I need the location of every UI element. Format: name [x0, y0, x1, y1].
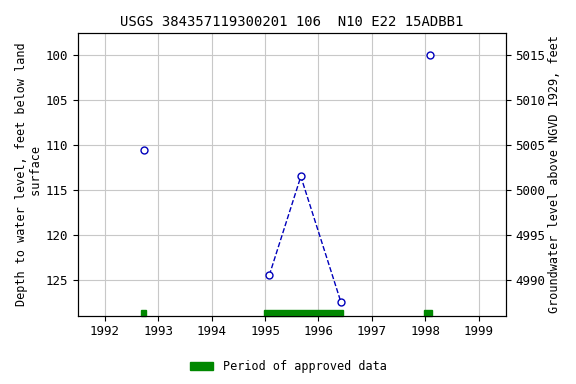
- Y-axis label: Depth to water level, feet below land
 surface: Depth to water level, feet below land su…: [15, 43, 43, 306]
- Bar: [141, 311, 146, 316]
- Y-axis label: Groundwater level above NGVD 1929, feet: Groundwater level above NGVD 1929, feet: [548, 35, 561, 313]
- Bar: [424, 311, 433, 316]
- Legend: Period of approved data: Period of approved data: [185, 356, 391, 378]
- Title: USGS 384357119300201 106  N10 E22 15ADBB1: USGS 384357119300201 106 N10 E22 15ADBB1: [120, 15, 464, 29]
- Bar: [264, 311, 343, 316]
